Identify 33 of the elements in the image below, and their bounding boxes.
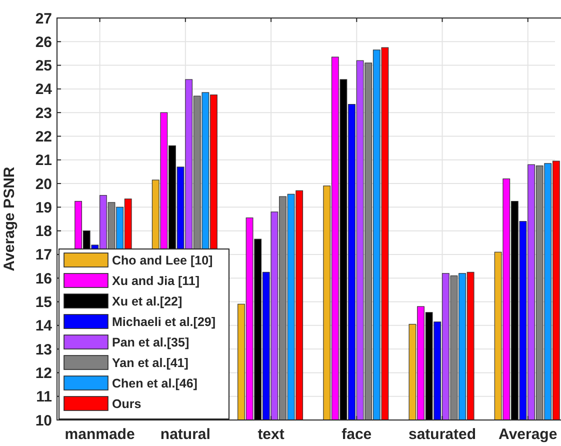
y-tick-label: 17	[35, 246, 52, 264]
legend-label: Chen et al.[46]	[112, 376, 198, 390]
y-tick-label: 14	[35, 318, 53, 335]
legend-label: Ours	[112, 396, 142, 411]
y-tick-label: 15	[35, 294, 52, 312]
legend-label: Michaeli et al.[29]	[112, 314, 216, 329]
x-tick-label: manmade	[64, 426, 135, 443]
legend-label: Xu and Jia [11]	[112, 274, 200, 288]
y-tick-label: 13	[35, 341, 52, 358]
y-tick-label: 11	[36, 388, 52, 406]
y-tick-label: 19	[35, 199, 52, 216]
x-tick-label: text	[258, 426, 284, 443]
y-tick-label: 23	[35, 104, 52, 122]
y-tick-label: 26	[35, 34, 52, 51]
legend-label: Xu et al.[22]	[112, 294, 182, 308]
y-tick-label: 20	[35, 176, 52, 193]
legend-label: Yan et al.[41]	[112, 356, 188, 370]
x-tick-label: saturated	[408, 426, 476, 443]
y-axis-title: Average PSNR	[1, 166, 18, 272]
y-tick-label: 16	[35, 270, 52, 288]
legend-label: Cho and Lee [10]	[112, 253, 213, 268]
y-tick-label: 25	[35, 58, 52, 75]
x-tick-label: natural	[160, 426, 210, 443]
y-tick-label: 22	[35, 128, 52, 146]
y-tick-label: 10	[35, 412, 52, 430]
y-tick-label: 27	[35, 10, 52, 28]
y-tick-label: 21	[35, 152, 52, 170]
y-tick-label: 18	[35, 223, 52, 240]
legend-label: Pan et al.[35]	[112, 335, 190, 350]
y-tick-label: 24	[35, 81, 53, 98]
y-tick-label: 12	[35, 364, 52, 382]
x-tick-label: Average	[498, 426, 558, 443]
x-tick-label: face	[342, 426, 372, 443]
